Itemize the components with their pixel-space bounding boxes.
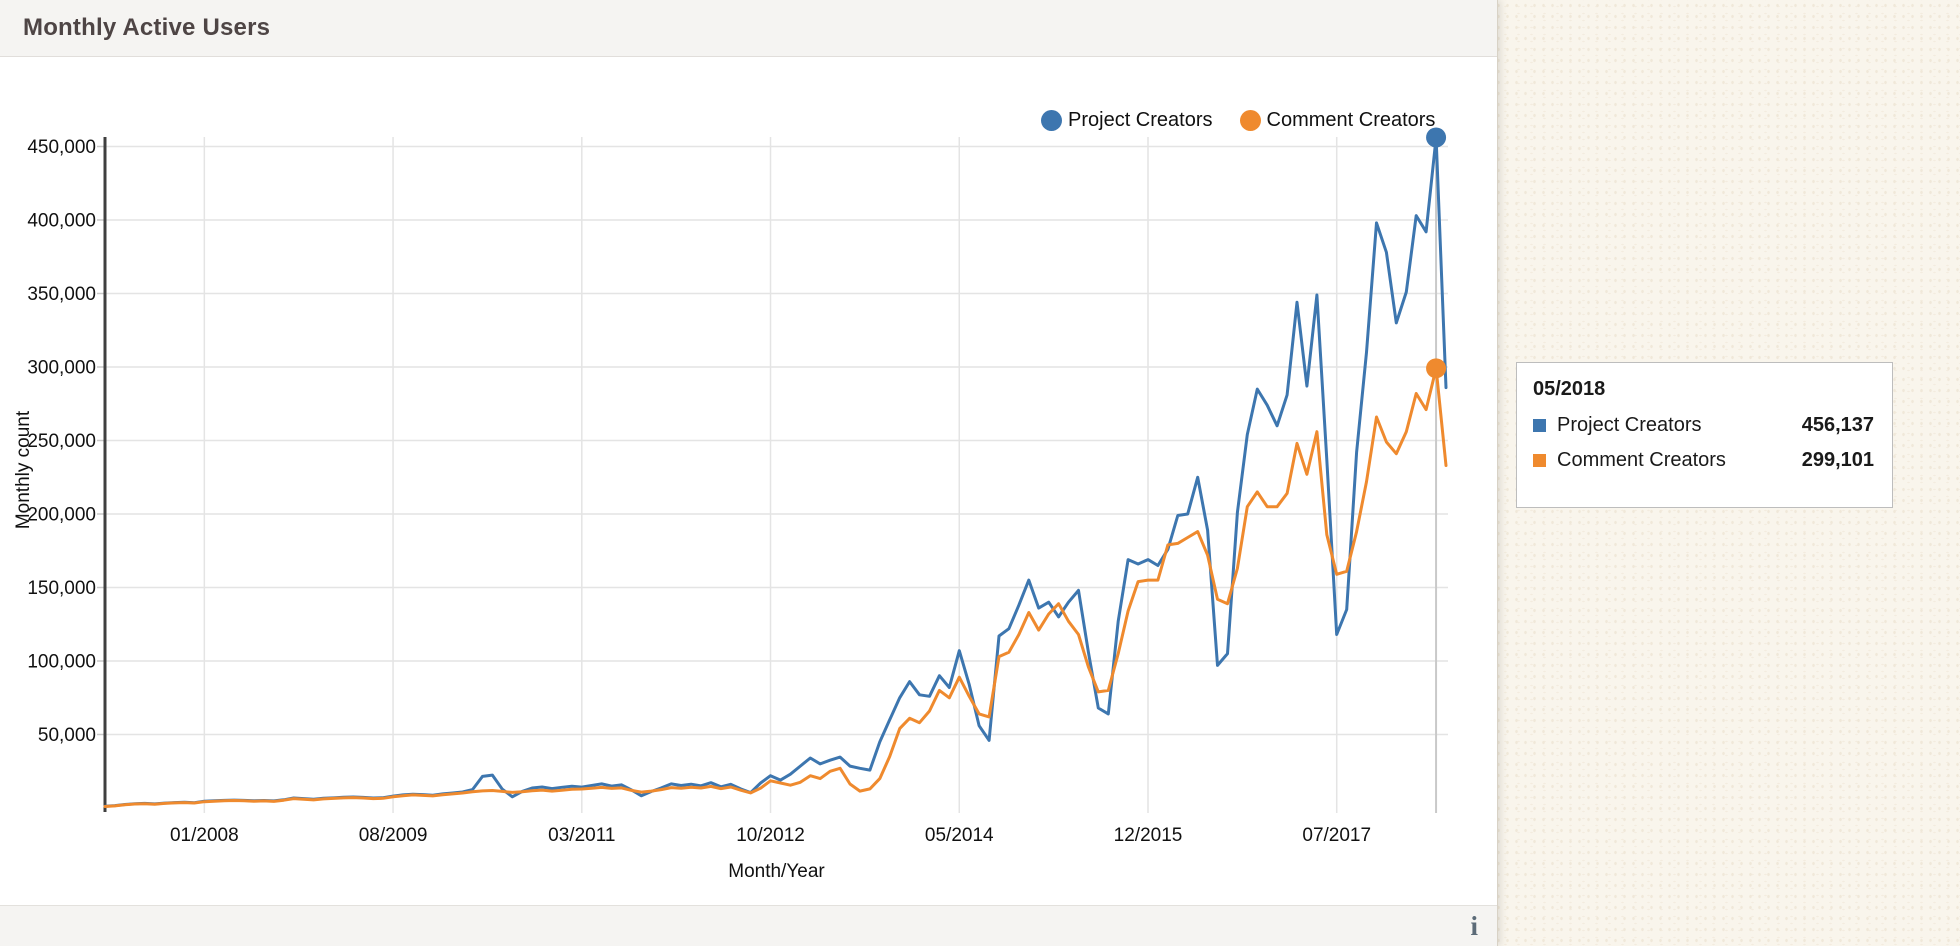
y-tick-label: 450,000 — [27, 137, 96, 158]
x-tick-label: 07/2017 — [1302, 825, 1371, 846]
hover-marker-comment-creators — [1426, 358, 1447, 379]
series-line-project-creators — [103, 136, 1448, 808]
tooltip: 05/2018 Project Creators 456,137 Comment C… — [1516, 362, 1893, 508]
card-footer: i — [0, 905, 1497, 946]
tooltip-series-swatch-icon — [1533, 454, 1546, 467]
y-tick-label: 300,000 — [27, 358, 96, 379]
x-tick-label: 05/2014 — [925, 825, 994, 846]
chart-title: Monthly Active Users — [23, 14, 271, 41]
series-line-comment-creators — [103, 366, 1448, 808]
chart-card: Monthly Active Users 50,000 100,000 150,00… — [0, 0, 1498, 946]
legend-item-project-creators[interactable]: Project Creators — [1041, 109, 1213, 132]
y-tick-label: 100,000 — [27, 652, 96, 673]
legend: Project Creators Comment Creators — [1041, 109, 1435, 132]
x-tick-label: 01/2008 — [170, 825, 239, 846]
y-tick-label: 400,000 — [27, 211, 96, 232]
legend-marker-icon — [1041, 110, 1062, 131]
tooltip-series-label: Comment Creators — [1557, 449, 1726, 471]
tooltip-title: 05/2018 — [1533, 378, 1606, 400]
tooltip-series-value: 299,101 — [1801, 449, 1874, 471]
chart-canvas[interactable]: 50,000 100,000 150,000 200,000 250,000 300,00… — [0, 0, 1497, 946]
y-tick-label: 350,000 — [27, 284, 96, 305]
y-tick-label: 200,000 — [27, 505, 96, 526]
legend-item-comment-creators[interactable]: Comment Creators — [1239, 109, 1436, 132]
x-axis-title: Month/Year — [728, 861, 825, 882]
tooltip-series-swatch-icon — [1533, 419, 1546, 432]
tooltip-row: Project Creators 456,137 — [1533, 414, 1874, 437]
card-header: Monthly Active Users — [0, 0, 1497, 57]
hover-marker-project-creators — [1426, 127, 1447, 148]
legend-label: Comment Creators — [1266, 109, 1436, 131]
x-tick-label: 08/2009 — [359, 825, 428, 846]
legend-label: Project Creators — [1068, 109, 1213, 131]
tooltip-row: Comment Creators 299,101 — [1533, 449, 1874, 472]
info-icon[interactable]: i — [1470, 910, 1478, 941]
tooltip-series-label: Project Creators — [1557, 414, 1702, 436]
x-tick-label: 10/2012 — [736, 825, 805, 846]
y-tick-label: 50,000 — [38, 725, 96, 746]
legend-marker-icon — [1239, 110, 1261, 131]
y-tick-label: 250,000 — [27, 431, 96, 452]
x-tick-label: 03/2011 — [548, 825, 615, 846]
x-tick-label: 12/2015 — [1114, 825, 1183, 846]
y-tick-label: 150,000 — [27, 578, 96, 599]
y-axis-title: Monthly count — [13, 410, 34, 530]
tooltip-series-value: 456,137 — [1801, 414, 1874, 436]
